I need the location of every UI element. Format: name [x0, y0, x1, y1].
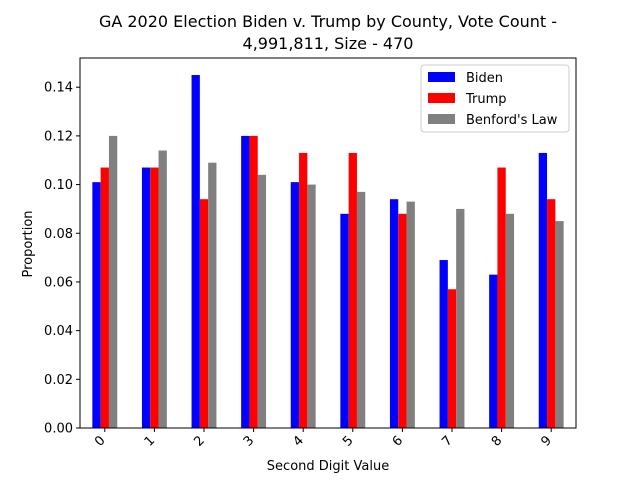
y-tick-label: 0.00 — [44, 422, 73, 437]
legend-swatch — [428, 93, 455, 103]
bar-benford-s-law-6 — [406, 201, 415, 428]
bar-biden-3 — [241, 135, 250, 429]
bar-biden-0 — [92, 182, 101, 428]
chart-title-line2: 4,991,811, Size - 470 — [243, 34, 414, 53]
y-tick-label: 0.12 — [44, 129, 73, 144]
bar-benford-s-law-4 — [307, 184, 316, 428]
bar-biden-5 — [340, 213, 349, 428]
legend-label: Trump — [465, 92, 507, 107]
y-tick-label: 0.10 — [44, 178, 73, 193]
y-axis-ticks: 0.00 0.02 0.04 0.06 0.08 0.10 0.12 0.14 — [44, 81, 80, 437]
bar-benford-s-law-3 — [257, 174, 267, 428]
bar-benford-s-law-5 — [356, 191, 366, 428]
bar-biden-6 — [389, 199, 399, 428]
bar-trump-4 — [299, 152, 308, 428]
plot-frame — [79, 57, 577, 429]
y-tick-label: 0.14 — [44, 81, 73, 96]
legend-label: Biden — [466, 71, 503, 86]
bar-biden-7 — [439, 260, 448, 428]
x-axis-label: Second Digit Value — [267, 459, 389, 474]
bar-trump-1 — [150, 167, 159, 428]
y-tick-label: 0.06 — [44, 275, 73, 290]
bar-benford-s-law-9 — [555, 221, 564, 428]
bar-trump-8 — [497, 167, 506, 428]
legend-box — [420, 64, 570, 133]
bar-trump-3 — [249, 135, 258, 429]
bar-biden-9 — [538, 152, 548, 428]
y-tick-label: 0.04 — [44, 324, 73, 339]
chart-title-line1: GA 2020 Election Biden v. Trump by Count… — [99, 12, 557, 31]
bar-benford-s-law-8 — [505, 213, 515, 428]
legend-swatch — [428, 114, 455, 124]
bar-trump-5 — [348, 152, 357, 428]
bar-biden-4 — [290, 182, 300, 428]
y-tick-label: 0.02 — [44, 373, 73, 388]
bar-biden-1 — [141, 167, 151, 428]
bar-trump-0 — [100, 167, 109, 428]
bar-benford-s-law-7 — [456, 208, 465, 428]
y-tick-label: 0.08 — [44, 227, 73, 242]
legend-swatch — [428, 72, 455, 82]
bars — [92, 75, 564, 429]
bar-benford-s-law-0 — [108, 135, 118, 429]
bar-benford-s-law-2 — [208, 162, 217, 428]
bar-trump-6 — [398, 213, 407, 428]
bar-trump-7 — [447, 289, 457, 428]
bar-trump-9 — [547, 199, 556, 428]
bar-biden-2 — [191, 75, 200, 428]
bar-benford-s-law-1 — [158, 150, 167, 428]
y-axis-label: Proportion — [21, 210, 36, 277]
legend: Biden Trump Benford's Law — [420, 64, 570, 133]
bar-biden-8 — [489, 274, 498, 428]
bar-trump-2 — [199, 199, 209, 428]
legend-label: Benford's Law — [466, 113, 558, 128]
